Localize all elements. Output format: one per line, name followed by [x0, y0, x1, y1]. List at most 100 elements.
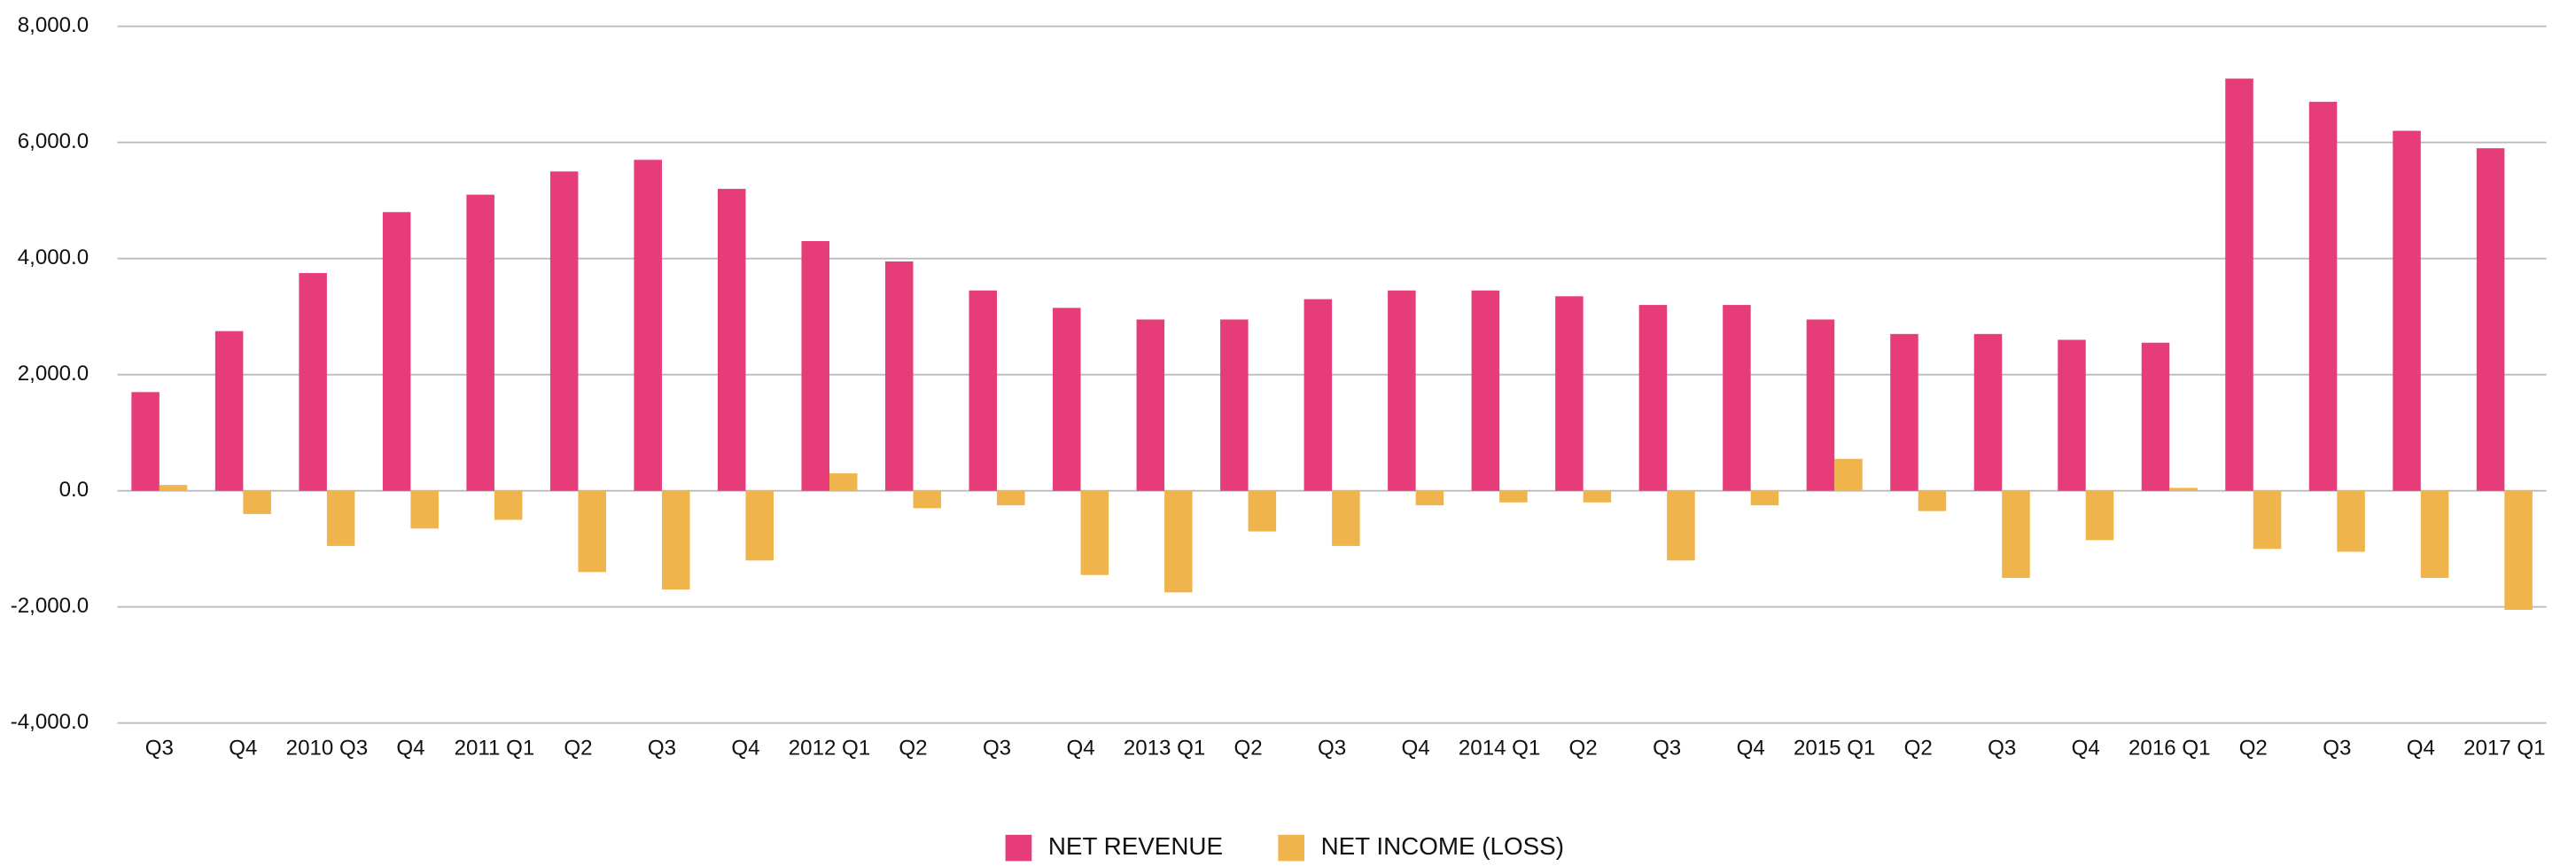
- bar: [1304, 299, 1333, 491]
- bar: [1053, 308, 1081, 491]
- bar: [717, 189, 746, 491]
- x-tick-label: Q3: [145, 737, 174, 761]
- bar: [2308, 101, 2338, 491]
- bar: [2225, 78, 2253, 491]
- bar: [997, 490, 1025, 506]
- x-tick-label: 2010 Q3: [286, 737, 368, 761]
- x-tick-label: Q3: [1318, 737, 1346, 761]
- bar: [214, 331, 244, 491]
- bar: [2253, 490, 2282, 550]
- bar: [159, 485, 188, 491]
- x-tick-label: Q4: [2407, 737, 2435, 761]
- x-tick-label: Q2: [1234, 737, 1262, 761]
- bar: [1164, 490, 1193, 593]
- x-tick-label: Q2: [1569, 737, 1598, 761]
- x-tick-label: Q3: [648, 737, 676, 761]
- bar: [2058, 339, 2086, 491]
- bar: [2476, 148, 2505, 491]
- x-tick-label: 2012 Q1: [789, 737, 870, 761]
- bar: [326, 490, 355, 546]
- bar: [299, 273, 327, 491]
- bar: [1415, 490, 1444, 506]
- bar: [2393, 130, 2421, 491]
- x-tick-label: Q4: [1402, 737, 1430, 761]
- x-tick-label: 2011 Q1: [455, 737, 535, 761]
- y-tick-label: -4,000.0: [11, 710, 89, 734]
- x-tick-label: Q3: [1653, 737, 1681, 761]
- bar: [1723, 305, 1751, 491]
- x-tick-label: Q4: [396, 737, 424, 761]
- bar: [382, 212, 411, 491]
- bar: [1973, 333, 2003, 491]
- y-tick-label: 6,000.0: [18, 129, 89, 153]
- bar: [1750, 490, 1779, 506]
- x-tick-label: Q4: [1066, 737, 1094, 761]
- bar: [410, 490, 439, 529]
- x-tick-label: Q3: [2323, 737, 2351, 761]
- bar: [1638, 305, 1668, 491]
- bar: [2420, 490, 2449, 578]
- bar: [1388, 290, 1416, 491]
- x-tick-label: Q4: [731, 737, 759, 761]
- x-tick-label: Q2: [2239, 737, 2268, 761]
- y-tick-label: -2,000.0: [11, 594, 89, 618]
- bar: [1220, 319, 1249, 491]
- x-tick-label: Q2: [1904, 737, 1933, 761]
- x-tick-label: Q2: [899, 737, 927, 761]
- x-tick-label: Q4: [2072, 737, 2100, 761]
- x-tick-label: 2014 Q1: [1459, 737, 1540, 761]
- legend-swatch: [1005, 834, 1032, 862]
- bar: [913, 490, 942, 509]
- x-tick-label: Q2: [564, 737, 592, 761]
- bar: [1918, 490, 1947, 511]
- bar: [494, 490, 523, 520]
- bar: [1834, 458, 1863, 491]
- x-tick-label: 2017 Q1: [2463, 737, 2545, 761]
- bar: [1890, 333, 1918, 491]
- bar: [1583, 490, 1612, 503]
- x-tick-label: 2015 Q1: [1794, 737, 1875, 761]
- bar: [466, 194, 494, 491]
- bar: [1248, 490, 1277, 532]
- y-tick-label: 2,000.0: [18, 362, 89, 386]
- legend-swatch: [1278, 834, 1305, 862]
- bar: [1471, 290, 1500, 491]
- x-tick-label: Q3: [983, 737, 1011, 761]
- bar: [1080, 490, 1109, 575]
- legend-label: NET REVENUE: [1048, 832, 1223, 860]
- bar: [1806, 319, 1835, 491]
- bar: [243, 490, 271, 514]
- x-tick-label: Q4: [229, 737, 257, 761]
- bar: [131, 392, 160, 491]
- bar: [801, 241, 829, 491]
- bar: [2141, 342, 2170, 491]
- x-tick-label: Q3: [1988, 737, 2016, 761]
- bar: [884, 261, 914, 491]
- bar: [829, 473, 858, 491]
- bar: [745, 490, 774, 561]
- y-tick-label: 4,000.0: [18, 246, 89, 269]
- x-tick-label: 2013 Q1: [1124, 737, 1205, 761]
- y-tick-label: 8,000.0: [18, 13, 89, 37]
- bar: [2002, 490, 2030, 578]
- bar: [578, 490, 606, 573]
- bar: [634, 160, 662, 491]
- bar: [1667, 490, 1695, 561]
- bar: [1555, 296, 1584, 491]
- bar: [969, 290, 998, 491]
- bar: [549, 171, 579, 491]
- bar: [661, 490, 690, 590]
- bar: [2337, 490, 2365, 552]
- y-tick-label: 0.0: [59, 478, 89, 502]
- bar: [1332, 490, 1360, 546]
- bar: [2085, 490, 2114, 541]
- legend-label: NET INCOME (LOSS): [1321, 832, 1564, 860]
- bar: [1499, 490, 1528, 503]
- bar: [2169, 488, 2198, 491]
- x-tick-label: 2016 Q1: [2129, 737, 2210, 761]
- bar: [1136, 319, 1165, 491]
- bar: [2504, 490, 2533, 610]
- x-tick-label: Q4: [1737, 737, 1765, 761]
